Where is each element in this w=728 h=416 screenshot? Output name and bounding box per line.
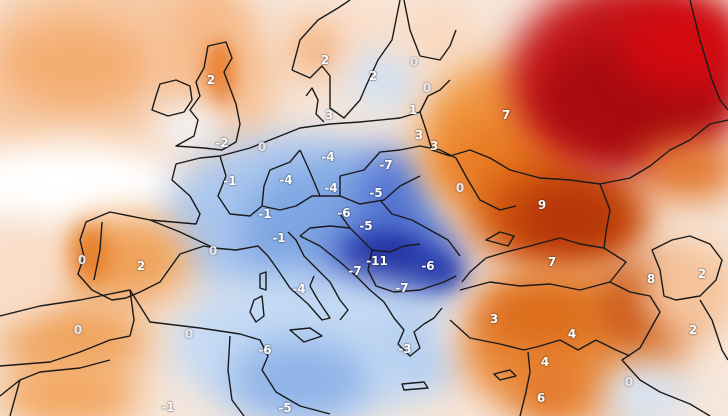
anomaly-label: 0 xyxy=(184,327,194,341)
crimea-coastline xyxy=(485,231,515,247)
iberia-france-coastline xyxy=(77,163,215,301)
anomaly-label: 7 xyxy=(501,108,511,122)
sahara-border xyxy=(0,359,111,416)
anomaly-label: 2 xyxy=(206,73,216,87)
sardinia-coastline xyxy=(249,295,265,323)
sicily-coastline xyxy=(289,327,323,343)
spain-france-border xyxy=(149,219,215,249)
cyprus-coastline xyxy=(493,369,517,381)
anomaly-label: -1 xyxy=(258,207,272,221)
anomaly-label: -1 xyxy=(161,400,175,414)
portugal-border xyxy=(93,221,103,281)
anomaly-label: 4 xyxy=(540,355,550,369)
anomaly-label: 0 xyxy=(73,323,83,337)
anomaly-label: 0 xyxy=(409,55,419,69)
anomaly-label: 0 xyxy=(77,253,87,267)
anomaly-label: 9 xyxy=(537,198,547,212)
anomaly-label: -2 xyxy=(215,136,229,150)
central-europe-borders xyxy=(217,145,461,293)
finland-coastline xyxy=(403,0,457,61)
iran-border xyxy=(699,299,728,361)
caspian-coastline xyxy=(651,235,723,301)
anomaly-label: 0 xyxy=(455,181,465,195)
anomaly-label: -7 xyxy=(379,158,393,172)
anomaly-label: 4 xyxy=(567,327,577,341)
greece-coastline xyxy=(383,301,443,357)
eastern-europe-borders xyxy=(419,111,728,249)
denmark-coastline xyxy=(305,87,325,123)
anomaly-label: 3 xyxy=(489,312,499,326)
anomaly-label: 8 xyxy=(646,272,656,286)
levant-coastline xyxy=(519,351,531,416)
anomaly-label: 3 xyxy=(414,128,424,142)
anomaly-label: 2 xyxy=(136,259,146,273)
anomaly-label: -4 xyxy=(279,173,293,187)
anomaly-label: 2 xyxy=(320,53,330,67)
anomaly-label: -4 xyxy=(292,282,306,296)
anomaly-label: -1 xyxy=(272,231,286,245)
tunisia-libya-border xyxy=(227,335,245,416)
anomaly-label: -5 xyxy=(278,401,292,415)
turkey-south-coastline xyxy=(449,319,597,351)
scandinavia-coastline xyxy=(291,0,401,119)
anomaly-label: -6 xyxy=(258,343,272,357)
ireland-coastline xyxy=(151,79,193,117)
anomaly-label: -11 xyxy=(366,254,388,268)
north-africa-coastline xyxy=(0,289,331,415)
anomaly-label: -7 xyxy=(348,264,362,278)
anomaly-label: -1 xyxy=(223,174,237,188)
kazakhstan-border xyxy=(689,0,728,111)
anomaly-label: 0 xyxy=(257,140,267,154)
anomaly-label: 0 xyxy=(422,81,432,95)
anomaly-label: -6 xyxy=(337,206,351,220)
anomaly-label: -4 xyxy=(321,150,335,164)
anomaly-label: -7 xyxy=(395,281,409,295)
anomaly-label: 1 xyxy=(408,103,418,117)
corsica-coastline xyxy=(259,271,267,291)
anomaly-label: 0 xyxy=(208,244,218,258)
anomaly-label: -5 xyxy=(359,219,373,233)
crete-coastline xyxy=(401,381,429,391)
anomaly-label: -3 xyxy=(398,342,412,356)
anomaly-label: 2 xyxy=(697,267,707,281)
french-riviera-coastline xyxy=(213,245,331,321)
anomaly-label: -6 xyxy=(421,259,435,273)
morocco-algeria-border xyxy=(0,289,135,367)
anomaly-label: 2 xyxy=(368,69,378,83)
anomaly-label: -4 xyxy=(324,181,338,195)
anomaly-label: -5 xyxy=(369,186,383,200)
great-britain-coastline xyxy=(175,41,241,151)
anomaly-label: 7 xyxy=(547,255,557,269)
anomaly-label: 6 xyxy=(536,391,546,405)
anomaly-label: 3 xyxy=(429,139,439,153)
anomaly-label: 2 xyxy=(688,323,698,337)
caucasus-borders xyxy=(595,281,711,416)
anomaly-label: 0 xyxy=(624,375,634,389)
anomaly-label: 3 xyxy=(324,108,334,122)
adriatic-coastline xyxy=(287,231,385,321)
